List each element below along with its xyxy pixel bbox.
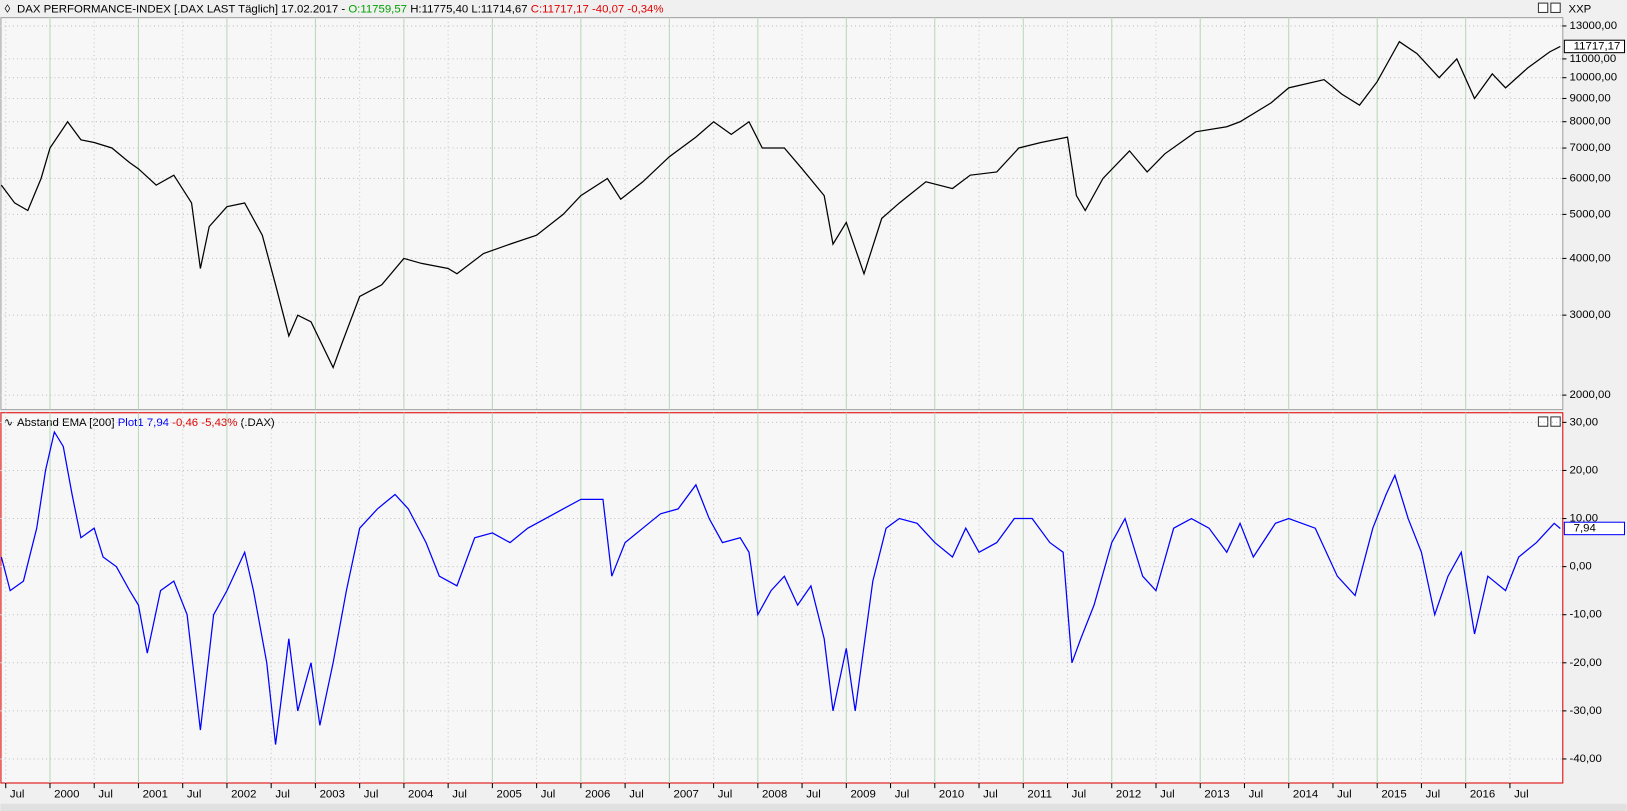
close: C:11717,17 -40,07 -0,34% — [531, 3, 664, 15]
axis-name: XXP — [1568, 3, 1591, 15]
y-tick-label: 13000,00 — [1570, 20, 1618, 32]
y-tick-label: 0,00 — [1570, 561, 1592, 573]
y-tick-label: 11000,00 — [1570, 53, 1617, 65]
indicator-panel — [0, 412, 1564, 784]
x-tick-label: Jul — [1514, 788, 1529, 800]
indicator-title: Abstand EMA [200] — [17, 417, 115, 429]
y-tick-label: 6000,00 — [1570, 172, 1611, 184]
change: -0,46 -5,43% — [172, 417, 237, 429]
x-tick-label: 2003 — [320, 788, 345, 800]
restore-button[interactable] — [1537, 2, 1549, 13]
x-tick-label: 2015 — [1381, 788, 1406, 800]
y-tick-label: 10000,00 — [1570, 72, 1618, 84]
icon: ∿ — [4, 417, 14, 429]
x-tick-label: 2000 — [54, 788, 79, 800]
x-tick-label: Jul — [983, 788, 998, 800]
x-tick-label: 2008 — [762, 788, 787, 800]
last-value-label: 11717,17 — [1574, 40, 1621, 52]
price-header: DAX PERFORMANCE-INDEX [.DAX LAST Täglich… — [17, 3, 664, 15]
x-tick-label: Jul — [1249, 788, 1264, 800]
x-tick-label: 2001 — [143, 788, 168, 800]
last-value-box — [1563, 39, 1626, 54]
indicator-header: Abstand EMA [200] Plot1 7,94 -0,46 -5,43… — [17, 417, 275, 429]
x-tick-label: 2007 — [673, 788, 698, 800]
x-tick-label: Jul — [275, 788, 290, 800]
last-value-label: 7,94 — [1574, 522, 1596, 534]
last-value-box — [1563, 521, 1626, 536]
y-tick-label: -30,00 — [1570, 705, 1602, 717]
close-button[interactable] — [1550, 416, 1561, 427]
x-tick-label: 2010 — [939, 788, 964, 800]
x-tick-label: Jul — [187, 788, 202, 800]
y-tick-label: -40,00 — [1570, 753, 1602, 765]
x-tick-label: Jul — [629, 788, 644, 800]
symbol: (.DAX) — [241, 417, 275, 429]
x-tick-label: 2012 — [1116, 788, 1141, 800]
x-tick-label: Jul — [452, 788, 467, 800]
x-tick-label: Jul — [364, 788, 379, 800]
y-tick-label: 20,00 — [1570, 464, 1599, 476]
x-tick-label: Jul — [541, 788, 556, 800]
x-tick-label: 2013 — [1204, 788, 1229, 800]
x-tick-label: 2016 — [1470, 788, 1495, 800]
x-tick-label: Jul — [1160, 788, 1175, 800]
open: O:11759,57 — [348, 3, 407, 15]
x-tick-label: 2011 — [1027, 788, 1052, 800]
x-tick-label: 2009 — [850, 788, 875, 800]
y-tick-label: 8000,00 — [1570, 116, 1611, 128]
y-tick-label: 5000,00 — [1570, 208, 1611, 220]
scrollbar[interactable] — [0, 803, 1627, 811]
x-tick-label: 2004 — [408, 788, 433, 800]
x-tick-label: Jul — [1426, 788, 1441, 800]
x-tick-label: Jul — [10, 788, 25, 800]
icon: ◊ — [5, 3, 11, 15]
y-tick-label: 10,00 — [1570, 513, 1599, 525]
x-tick-label: 2006 — [585, 788, 610, 800]
price-panel — [0, 17, 1564, 411]
y-tick-label: 7000,00 — [1570, 142, 1611, 154]
series-line — [0, 430, 1561, 745]
plot-label: Plot1 7,94 — [118, 417, 169, 429]
y-tick-label: 4000,00 — [1570, 252, 1611, 264]
y-tick-label: 9000,00 — [1570, 92, 1611, 104]
x-tick-label: 2002 — [231, 788, 256, 800]
close-button[interactable] — [1550, 2, 1561, 13]
x-tick-label: 2005 — [497, 788, 522, 800]
x-tick-label: Jul — [98, 788, 113, 800]
series-line — [0, 40, 1561, 370]
x-tick-label: Jul — [718, 788, 733, 800]
y-tick-label: -10,00 — [1570, 609, 1602, 621]
x-tick-label: Jul — [806, 788, 821, 800]
x-tick-label: Jul — [895, 788, 910, 800]
y-tick-label: 3000,00 — [1570, 309, 1611, 321]
high-low: H:11775,40 L:11714,67 — [410, 3, 527, 15]
price-title: DAX PERFORMANCE-INDEX [.DAX LAST Täglich… — [17, 3, 345, 15]
y-tick-label: -20,00 — [1570, 657, 1602, 669]
y-tick-label: 30,00 — [1570, 416, 1599, 428]
y-tick-label: 2000,00 — [1570, 389, 1611, 401]
x-tick-label: 2014 — [1293, 788, 1318, 800]
x-tick-label: Jul — [1337, 788, 1352, 800]
restore-button[interactable] — [1537, 416, 1549, 427]
x-tick-label: Jul — [1072, 788, 1087, 800]
